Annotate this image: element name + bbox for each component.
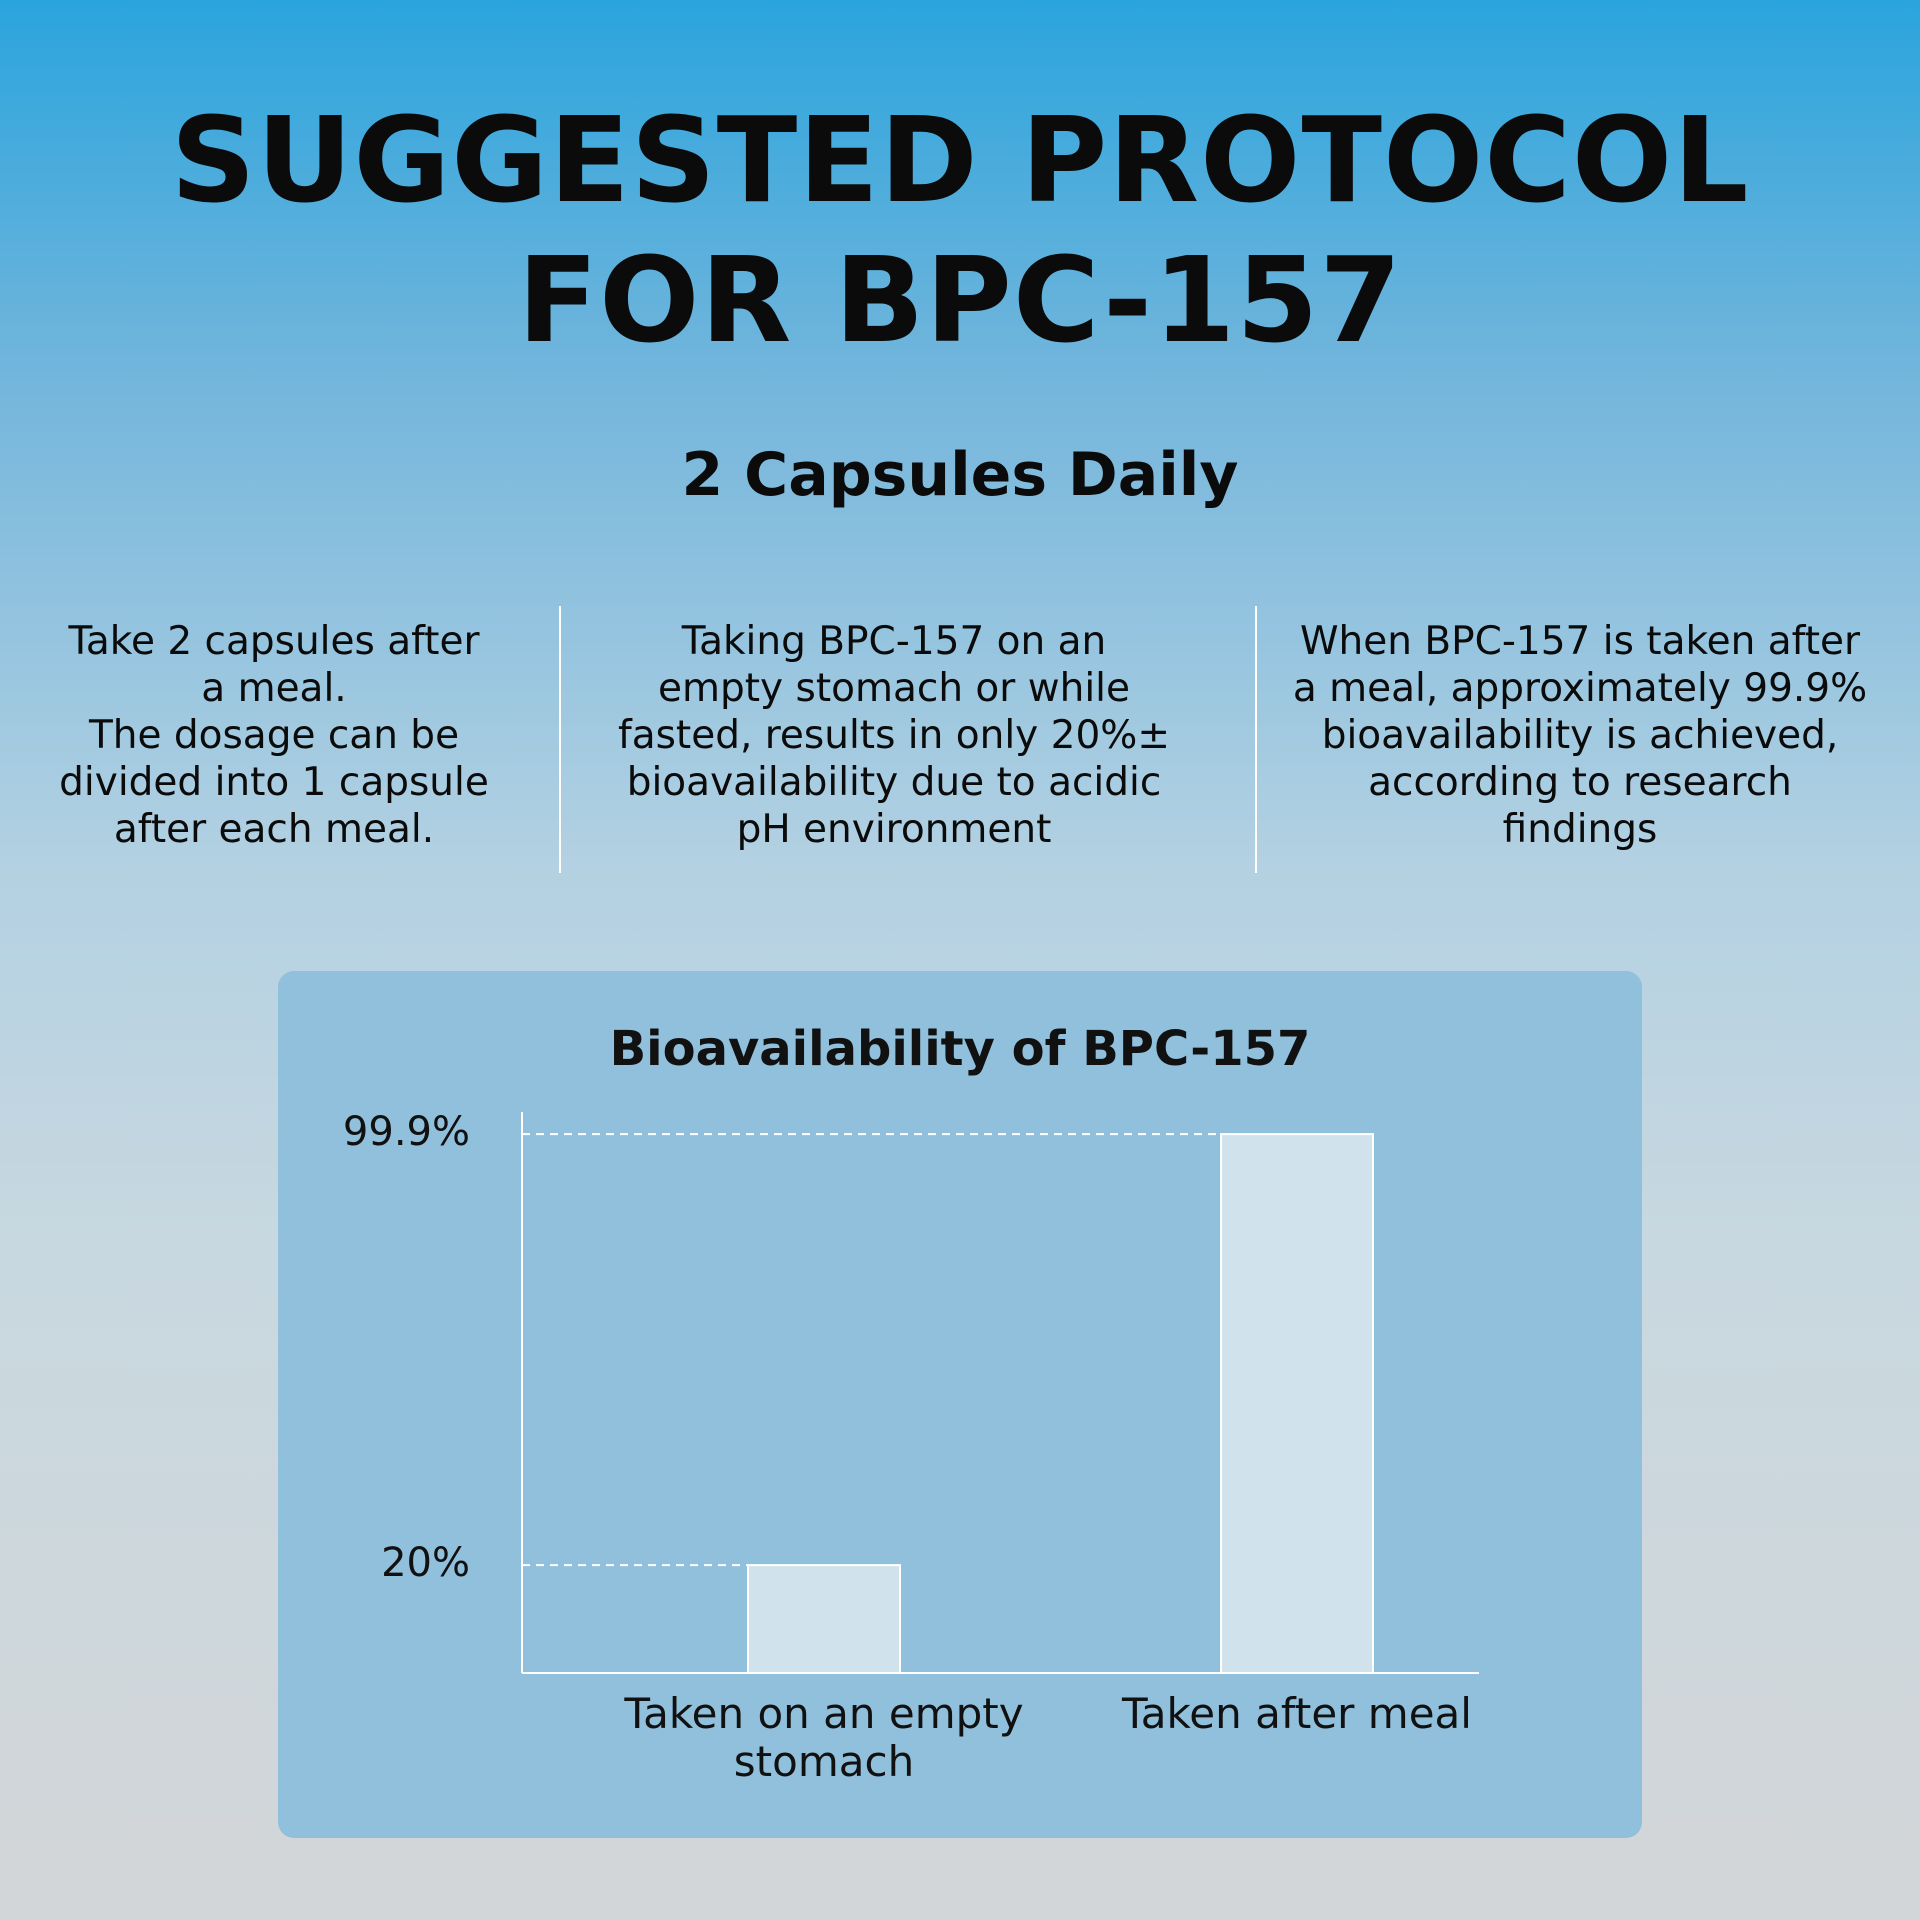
x-tick-label: Taken after meal [1122, 1689, 1472, 1738]
y-tick-label: 20% [381, 1540, 470, 1586]
x-tick-label: Taken on an empty stomach [624, 1689, 1024, 1786]
text-line: divided into 1 capsule [59, 760, 489, 805]
title-line: SUGGESTED PROTOCOL [170, 91, 1750, 229]
text-line: pH environment [736, 807, 1052, 852]
text-line: The dosage can be [88, 713, 460, 758]
title: SUGGESTED PROTOCOL FOR BPC-157 [0, 90, 1920, 370]
text-line: bioavailability due to acidic [626, 760, 1162, 805]
text-line: a meal. [201, 666, 347, 711]
divider [1255, 606, 1257, 873]
text-line: findings [1502, 807, 1658, 852]
title-line: FOR BPC-157 [517, 231, 1403, 369]
y-tick-label: 99.9% [343, 1109, 470, 1155]
text-line: after each meal. [113, 807, 435, 852]
text-column: Taking BPC-157 on an empty stomach or whi… [594, 618, 1194, 853]
subtitle: 2 Capsules Daily [681, 440, 1239, 510]
text-line: Take 2 capsules after [68, 619, 480, 664]
text-column: When BPC-157 is taken after a meal, appro… [1280, 618, 1880, 853]
divider [559, 606, 561, 873]
bar [747, 1564, 901, 1674]
text-line: bioavailability is achieved, [1321, 713, 1839, 758]
text-line: Taking BPC-157 on an [681, 619, 1107, 664]
text-line: according to research [1368, 760, 1792, 805]
text-line: fasted, results in only 20%± [617, 713, 1171, 758]
chart-title: Bioavailability of BPC-157 [610, 1021, 1311, 1077]
text-line: empty stomach or while [658, 666, 1130, 711]
text-column: Take 2 capsules after a meal. The dosage c… [0, 618, 574, 853]
text-line: When BPC-157 is taken after [1299, 619, 1861, 664]
text-line: a meal, approximately 99.9% [1292, 666, 1868, 711]
bar [1220, 1133, 1374, 1674]
